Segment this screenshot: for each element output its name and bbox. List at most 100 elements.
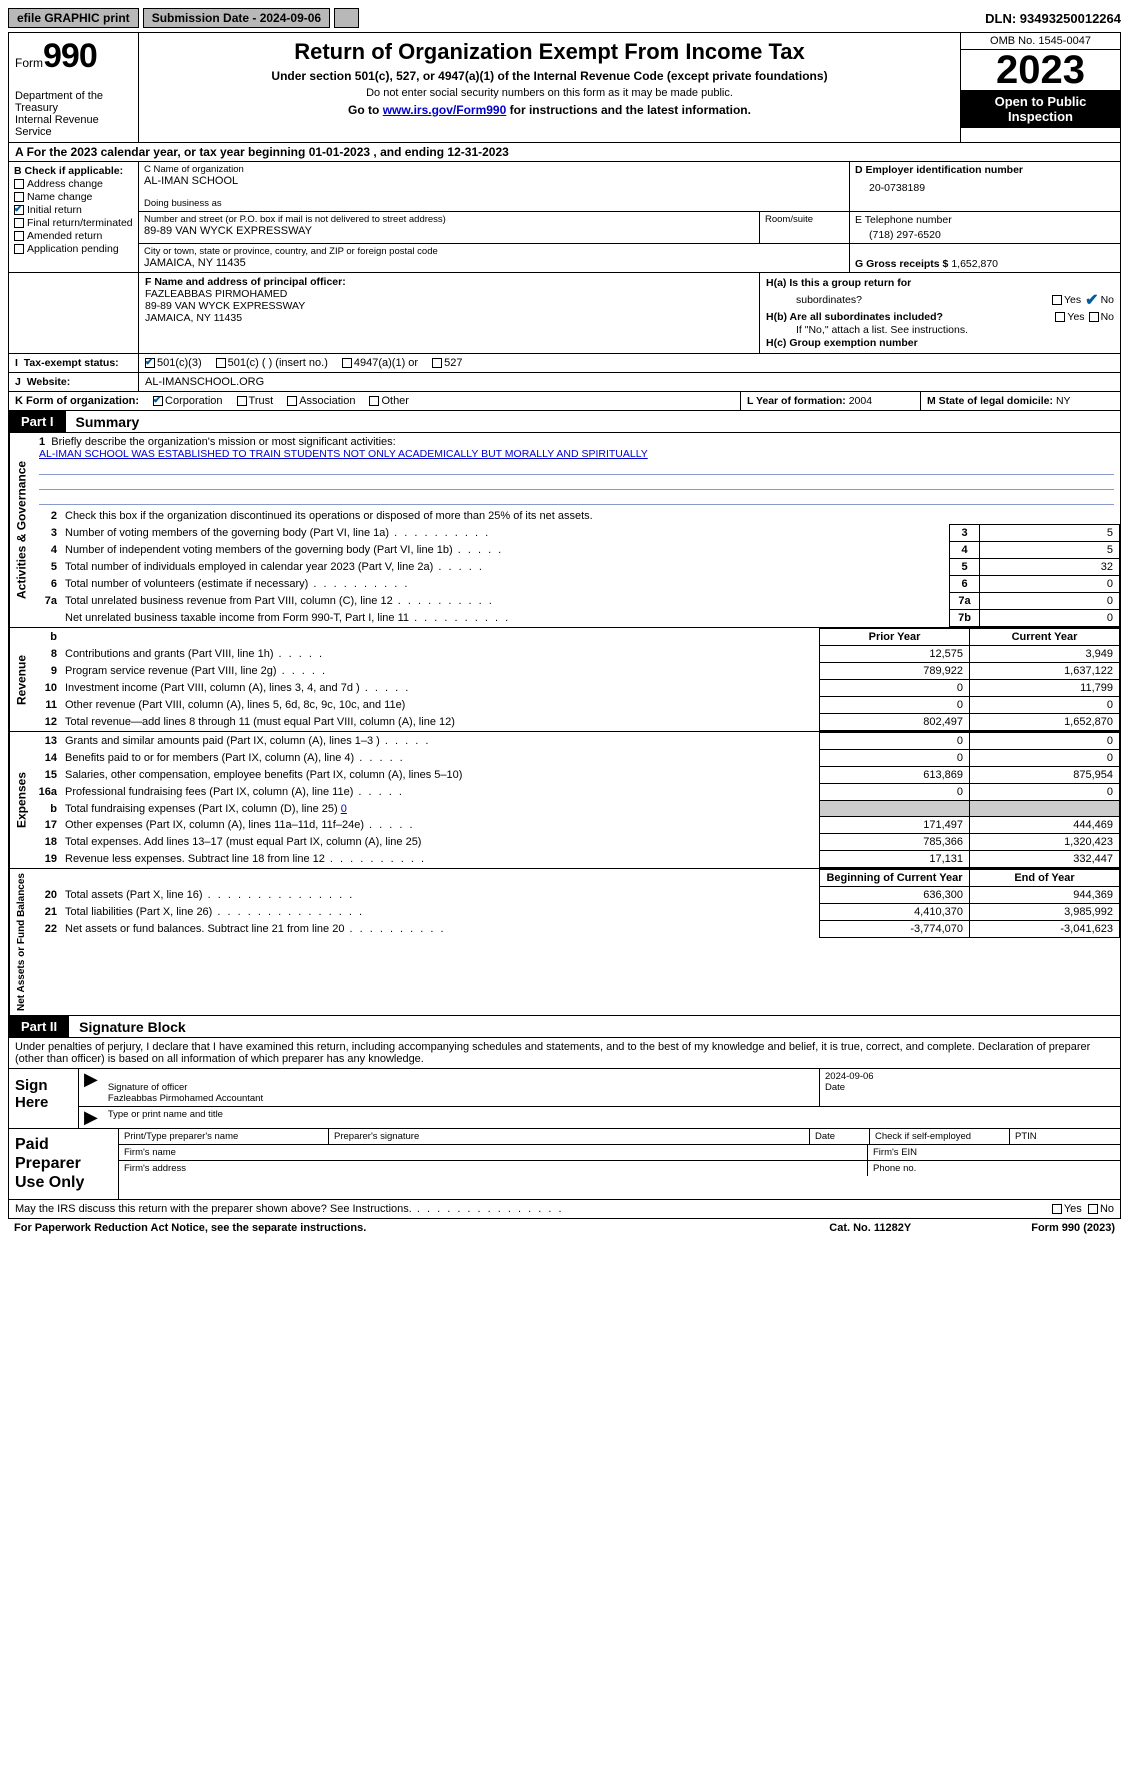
discuss-row: May the IRS discuss this return with the…: [8, 1200, 1121, 1219]
self-emp-label: Check if self-employed: [875, 1131, 971, 1142]
4947-checkbox[interactable]: [342, 358, 352, 368]
initial-return-checkbox[interactable]: [14, 205, 24, 215]
g-label: G Gross receipts $: [855, 258, 948, 270]
name-change-checkbox[interactable]: [14, 192, 24, 202]
form-number: 990: [43, 37, 97, 75]
gov-block: Activities & Governance 1 Briefly descri…: [8, 433, 1121, 628]
assoc-checkbox[interactable]: [287, 396, 297, 406]
amended-return-checkbox[interactable]: [14, 231, 24, 241]
trust-checkbox[interactable]: [237, 396, 247, 406]
line-j: J Website: AL-IMANSCHOOL.ORG: [8, 373, 1121, 392]
e-phone-label: E Telephone number: [855, 214, 1115, 226]
form-header: Form990 Department of the Treasury Inter…: [8, 32, 1121, 143]
sign-here-block: Sign Here ▶ Signature of officer Fazleab…: [8, 1069, 1121, 1129]
paperwork-note: For Paperwork Reduction Act Notice, see …: [14, 1222, 366, 1234]
hb-yes-checkbox[interactable]: [1055, 312, 1065, 322]
goto-line: Go to www.irs.gov/Form990 for instructio…: [147, 103, 952, 117]
m-value: NY: [1056, 395, 1071, 407]
f-label: F Name and address of principal officer:: [145, 276, 346, 288]
irs-label: Internal Revenue Service: [15, 114, 132, 138]
sig-officer-label: Signature of officer: [108, 1082, 188, 1093]
exp-table: 13Grants and similar amounts paid (Part …: [33, 732, 1120, 868]
k-label: K Form of organization:: [15, 395, 139, 407]
cat-no: Cat. No. 11282Y: [829, 1222, 911, 1234]
501c-checkbox[interactable]: [216, 358, 226, 368]
f-city: JAMAICA, NY 11435: [145, 312, 753, 324]
hb-no-checkbox[interactable]: [1089, 312, 1099, 322]
rev-block: Revenue bPrior YearCurrent Year 8Contrib…: [8, 628, 1121, 732]
c-name-label: C Name of organization: [144, 164, 844, 175]
l-label: L Year of formation:: [747, 395, 846, 407]
street-label: Number and street (or P.O. box if mail i…: [144, 214, 754, 225]
street-value: 89-89 VAN WYCK EXPRESSWAY: [144, 225, 754, 237]
vert-exp: Expenses: [9, 732, 33, 868]
l-value: 2004: [849, 395, 872, 407]
g-value: 1,652,870: [951, 258, 998, 270]
rev-table: bPrior YearCurrent Year 8Contributions a…: [33, 628, 1120, 731]
ha-no-check-icon: ✔: [1085, 290, 1098, 310]
form-prefix: Form: [15, 56, 43, 70]
gov-table: 2Check this box if the organization disc…: [33, 508, 1120, 627]
mission-text: AL-IMAN SCHOOL WAS ESTABLISHED TO TRAIN …: [39, 448, 648, 460]
m-label: M State of legal domicile:: [927, 395, 1053, 407]
b-heading: B Check if applicable:: [14, 165, 133, 177]
prep-sig-label: Preparer's signature: [329, 1129, 810, 1144]
app-pending-checkbox[interactable]: [14, 244, 24, 254]
discuss-yes-checkbox[interactable]: [1052, 1204, 1062, 1214]
part2-title: Signature Block: [79, 1019, 186, 1035]
efile-print-button[interactable]: efile GRAPHIC print: [8, 8, 139, 28]
ptin-label: PTIN: [1010, 1129, 1120, 1144]
e-phone-value: (718) 297-6520: [869, 229, 1115, 241]
address-change-checkbox[interactable]: [14, 179, 24, 189]
officer-name: Fazleabbas Pirmohamed Accountant: [108, 1093, 263, 1104]
type-name-label: Type or print name and title: [103, 1107, 1120, 1128]
website-value: AL-IMANSCHOOL.ORG: [145, 376, 264, 388]
discuss-no-checkbox[interactable]: [1088, 1204, 1098, 1214]
hc-label: H(c) Group exemption number: [766, 337, 918, 349]
entity-block: B Check if applicable: Address change Na…: [8, 162, 1121, 273]
other-checkbox[interactable]: [369, 396, 379, 406]
open-public: Open to PublicInspection: [961, 90, 1120, 128]
preparer-heading: Paid Preparer Use Only: [9, 1129, 119, 1199]
firm-name-label: Firm's name: [119, 1145, 868, 1160]
part1-title: Summary: [76, 414, 140, 430]
net-table: Beginning of Current YearEnd of Year 20T…: [33, 869, 1120, 938]
501c3-checkbox[interactable]: [145, 358, 155, 368]
line-i: I Tax-exempt status: 501(c)(3) 501(c) ( …: [8, 354, 1121, 373]
d-ein-label: D Employer identification number: [855, 164, 1115, 176]
blank-button[interactable]: [334, 8, 359, 28]
tax-year: 2023: [961, 50, 1120, 90]
dln-label: DLN: 93493250012264: [985, 11, 1121, 26]
dept-treasury: Department of the Treasury: [15, 90, 132, 114]
submission-date-button[interactable]: Submission Date - 2024-09-06: [143, 8, 330, 28]
dba-label: Doing business as: [144, 198, 844, 209]
form-ref: Form 990 (2023): [1031, 1222, 1115, 1234]
d-ein-value: 20-0738189: [869, 182, 1115, 194]
final-return-checkbox[interactable]: [14, 218, 24, 228]
line1-label: Briefly describe the organization's miss…: [51, 436, 395, 448]
corp-checkbox[interactable]: [153, 396, 163, 406]
f-street: 89-89 VAN WYCK EXPRESSWAY: [145, 300, 753, 312]
arrow-icon: ▶: [79, 1069, 103, 1106]
ha-yes-checkbox[interactable]: [1052, 295, 1062, 305]
room-label: Room/suite: [760, 212, 850, 243]
org-name: AL-IMAN SCHOOL: [144, 175, 844, 187]
line-k: K Form of organization: Corporation Trus…: [8, 392, 1121, 411]
preparer-block: Paid Preparer Use Only Print/Type prepar…: [8, 1129, 1121, 1200]
vert-gov: Activities & Governance: [9, 433, 33, 627]
part1-tab: Part I: [9, 411, 66, 432]
part1-header: Part I Summary: [8, 411, 1121, 433]
part2-tab: Part II: [9, 1016, 69, 1037]
date-label: Date: [825, 1082, 845, 1093]
vert-net: Net Assets or Fund Balances: [9, 869, 33, 1015]
prep-name-label: Print/Type preparer's name: [119, 1129, 329, 1144]
form990-link[interactable]: www.irs.gov/Form990: [383, 103, 507, 117]
527-checkbox[interactable]: [432, 358, 442, 368]
exp-block: Expenses 13Grants and similar amounts pa…: [8, 732, 1121, 869]
city-label: City or town, state or province, country…: [144, 246, 844, 257]
part2-header: Part II Signature Block: [8, 1016, 1121, 1038]
hb-note: If "No," attach a list. See instructions…: [766, 324, 1114, 336]
city-value: JAMAICA, NY 11435: [144, 257, 844, 269]
firm-addr-label: Firm's address: [119, 1161, 868, 1176]
fh-block: F Name and address of principal officer:…: [8, 273, 1121, 354]
